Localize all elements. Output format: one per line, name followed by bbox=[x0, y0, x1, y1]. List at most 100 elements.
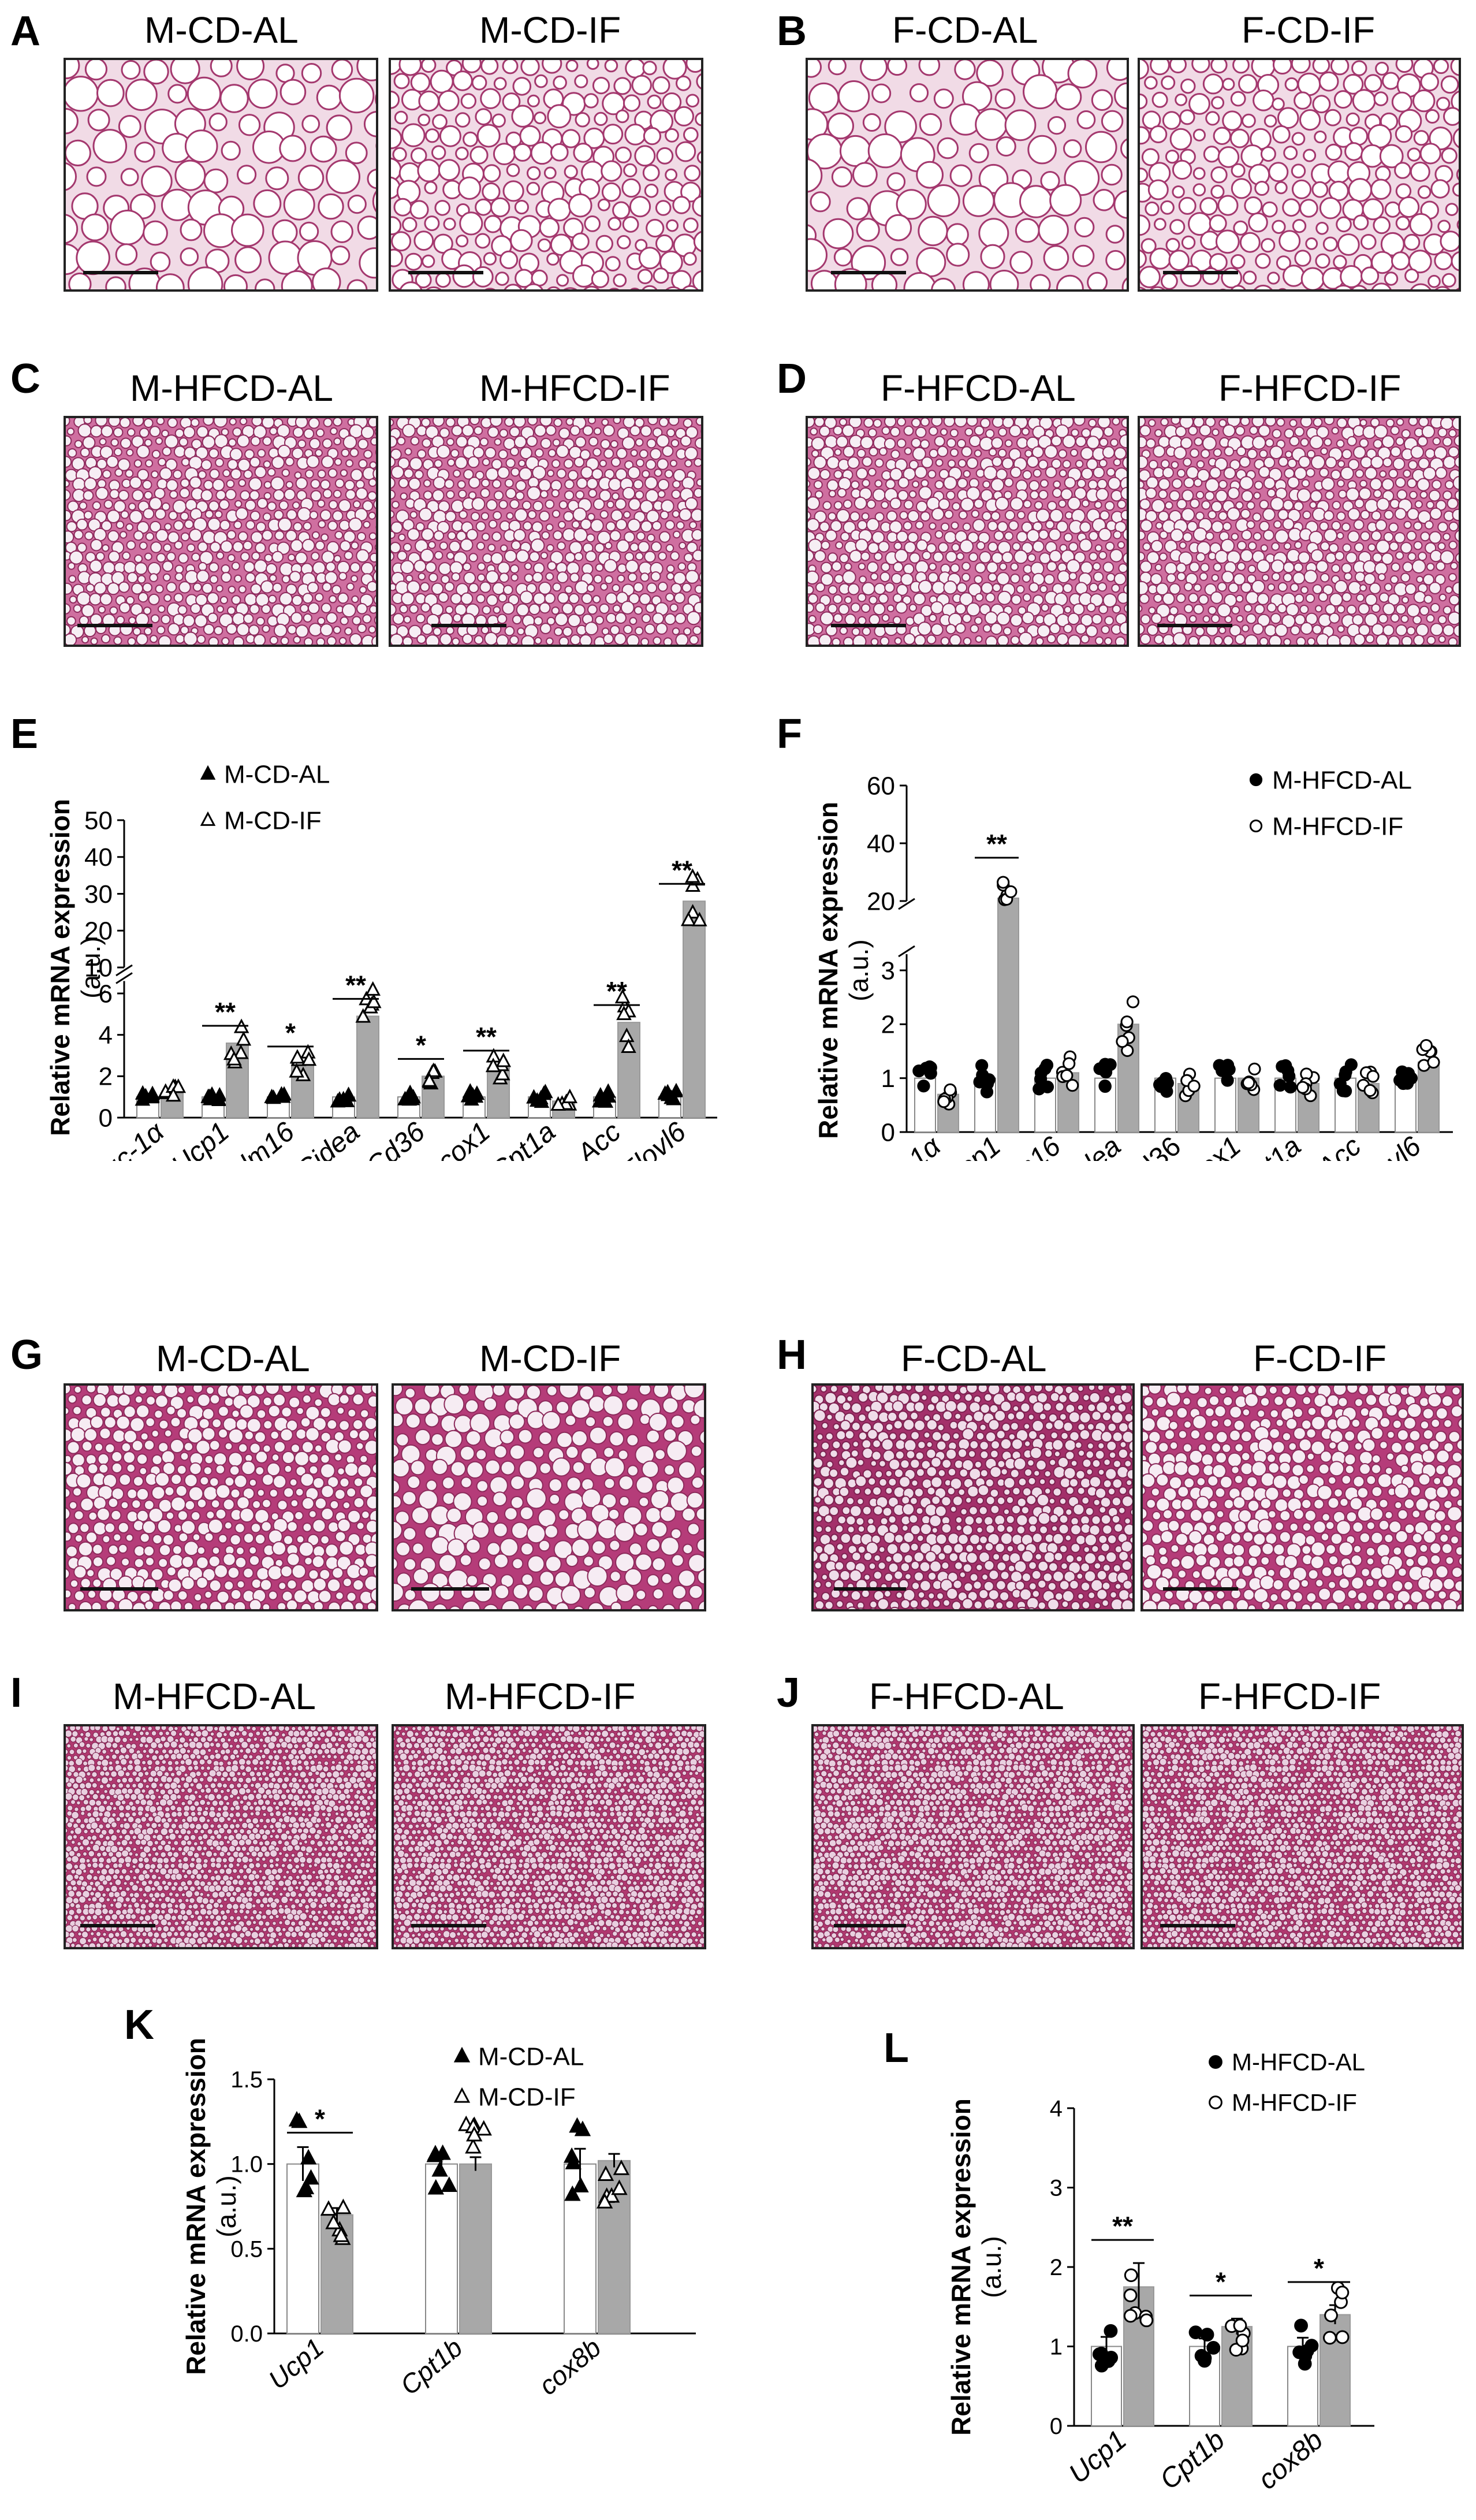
data-point bbox=[1427, 1055, 1440, 1069]
data-point bbox=[692, 911, 707, 926]
panel-letter-a: A bbox=[10, 8, 40, 54]
x-tick-label: Cpt1b bbox=[394, 2332, 468, 2401]
data-point bbox=[1404, 1071, 1418, 1085]
y-axis-label: Relative mRNA expression(a.u.) bbox=[181, 2038, 241, 2375]
data-point bbox=[1200, 2328, 1214, 2342]
panel-g-left-title: M-CD-AL bbox=[156, 1338, 310, 1379]
data-point bbox=[494, 1066, 510, 1081]
x-tick-label: Pgc-1α bbox=[859, 1130, 947, 1161]
data-point bbox=[200, 765, 216, 780]
panel-letter-c: C bbox=[10, 356, 40, 402]
panel-g-right-title: M-CD-IF bbox=[479, 1338, 621, 1379]
data-point bbox=[495, 1052, 512, 1067]
y-tick-label: 3 bbox=[881, 956, 895, 985]
y-tick-label: 20 bbox=[867, 887, 895, 915]
micrograph-j-left bbox=[811, 1724, 1135, 1949]
significance-stars: ** bbox=[606, 976, 627, 1006]
data-point bbox=[1034, 1066, 1048, 1080]
data-point bbox=[1209, 2095, 1222, 2109]
data-point bbox=[603, 2187, 620, 2203]
data-point bbox=[366, 993, 382, 1008]
panel-letter-h: H bbox=[777, 1332, 807, 1378]
significance-stars: * bbox=[285, 1018, 296, 1048]
y-tick-label: 0 bbox=[881, 1118, 895, 1147]
panel-letter-f: F bbox=[777, 711, 802, 757]
data-point bbox=[530, 1092, 545, 1107]
data-point bbox=[982, 1073, 996, 1086]
y-tick-label: 0 bbox=[99, 1104, 113, 1132]
brown-adipose-tissue-image bbox=[814, 1386, 1132, 1609]
data-point bbox=[339, 1092, 355, 1107]
panel-letter-j: J bbox=[777, 1670, 800, 1716]
data-point bbox=[301, 1051, 317, 1066]
x-tick-label: cox8b bbox=[1253, 2425, 1329, 2496]
data-point bbox=[1124, 2268, 1138, 2283]
data-point bbox=[200, 811, 216, 826]
micrograph-a-left bbox=[64, 58, 378, 292]
data-point bbox=[1104, 2324, 1118, 2338]
data-point bbox=[1366, 1070, 1380, 1083]
data-point bbox=[1235, 2333, 1250, 2348]
data-point bbox=[1273, 1078, 1287, 1092]
data-point bbox=[1294, 2318, 1308, 2333]
data-point bbox=[1248, 1062, 1261, 1075]
data-point bbox=[1363, 1084, 1377, 1097]
data-point bbox=[562, 1088, 578, 1103]
y-tick-label: 0.5 bbox=[230, 2236, 263, 2262]
y-tick-label: 4 bbox=[99, 1021, 113, 1049]
legend-label: M-CD-AL bbox=[224, 760, 330, 788]
data-point bbox=[1120, 1015, 1134, 1029]
y-tick-label: 10 bbox=[84, 954, 113, 982]
x-tick-label: Ucp1 bbox=[1063, 2425, 1132, 2490]
panel-b-right-title: F-CD-IF bbox=[1242, 9, 1376, 51]
panel-j-right-title: F-HFCD-IF bbox=[1198, 1676, 1381, 1717]
panel-h-right-title: F-CD-IF bbox=[1253, 1338, 1387, 1379]
data-point bbox=[1279, 1059, 1292, 1073]
data-point bbox=[431, 2161, 448, 2177]
adipose-tissue-image bbox=[66, 418, 376, 645]
micrograph-h-right bbox=[1140, 1383, 1464, 1611]
data-point bbox=[1393, 1074, 1407, 1087]
y-tick-label: 60 bbox=[867, 772, 895, 800]
data-point bbox=[1188, 2325, 1203, 2340]
data-point bbox=[614, 989, 631, 1004]
data-point bbox=[980, 1085, 994, 1099]
data-point bbox=[1296, 1081, 1310, 1094]
micrograph-c-left bbox=[64, 416, 378, 647]
data-point bbox=[320, 2200, 337, 2216]
data-point bbox=[468, 1088, 484, 1103]
data-point bbox=[550, 1096, 566, 1111]
y-axis-label: Relative mRNA expression(a.u.) bbox=[946, 2098, 1007, 2436]
panel-a-right-title: M-CD-IF bbox=[479, 9, 621, 51]
data-point bbox=[668, 1082, 684, 1097]
brown-adipose-tissue-image bbox=[1143, 1386, 1462, 1609]
data-point bbox=[333, 2226, 349, 2242]
y-tick-label: 0 bbox=[1050, 2414, 1063, 2439]
y-tick-label: 20 bbox=[84, 917, 113, 946]
micrograph-i-right bbox=[392, 1724, 706, 1949]
panel-i-left-title: M-HFCD-AL bbox=[113, 1676, 316, 1717]
brown-adipose-tissue-image bbox=[66, 1386, 376, 1609]
y-tick-label: 0.0 bbox=[230, 2321, 263, 2347]
data-point bbox=[618, 1028, 635, 1043]
panel-c-right-title: M-HFCD-IF bbox=[479, 367, 670, 409]
data-point bbox=[226, 1051, 242, 1066]
data-point bbox=[1116, 1035, 1129, 1048]
data-point bbox=[475, 2120, 492, 2136]
data-point bbox=[563, 2147, 580, 2163]
x-tick-label: Cd36 bbox=[360, 1116, 431, 1161]
significance-stars: * bbox=[1216, 2266, 1226, 2296]
data-point bbox=[596, 2193, 613, 2209]
legend-label: M-HFCD-IF bbox=[1232, 2089, 1357, 2116]
x-tick-label: Cpt1a bbox=[485, 1116, 561, 1161]
data-point bbox=[1284, 1081, 1297, 1094]
data-point bbox=[1419, 1039, 1433, 1052]
data-point bbox=[1094, 2346, 1109, 2361]
y-tick-label: 1.5 bbox=[230, 2067, 263, 2093]
significance-stars: ** bbox=[345, 970, 366, 1000]
y-tick-label: 1 bbox=[881, 1064, 895, 1093]
x-tick-label: cox8b bbox=[533, 2332, 606, 2401]
data-point bbox=[919, 1062, 933, 1075]
bar bbox=[459, 2163, 492, 2334]
panel-letter-d: D bbox=[777, 356, 807, 402]
